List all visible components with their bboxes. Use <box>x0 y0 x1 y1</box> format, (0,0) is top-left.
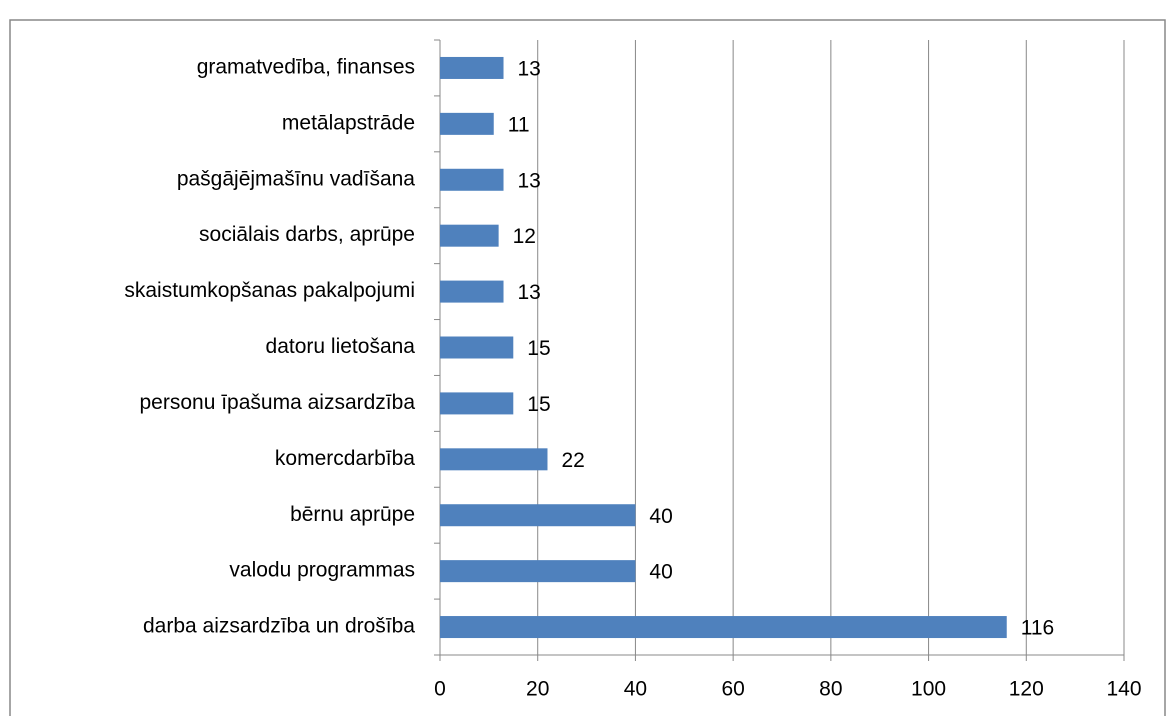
x-tick-label: 0 <box>434 678 446 701</box>
y-tick-label: valodu programmas <box>229 559 415 582</box>
bar <box>440 504 636 527</box>
bar <box>440 224 499 247</box>
y-tick-label: datoru lietošana <box>266 335 416 358</box>
data-label: 22 <box>561 449 584 472</box>
y-tick-label: personu īpašuma aizsardzība <box>140 391 416 414</box>
x-tick-label: 100 <box>911 678 946 701</box>
y-tick-label: pašgājējmašīnu vadīšana <box>177 167 415 190</box>
x-tick-label: 80 <box>819 678 842 701</box>
x-tick-label: 20 <box>526 678 549 701</box>
bar <box>440 112 494 135</box>
data-label: 40 <box>649 561 672 584</box>
data-label: 15 <box>527 337 550 360</box>
bar <box>440 336 514 359</box>
data-label: 12 <box>513 225 536 248</box>
y-tick-label: gramatvedība, finanses <box>197 56 415 79</box>
bar <box>440 616 1007 639</box>
x-tick-label: 40 <box>624 678 647 701</box>
data-label: 13 <box>518 281 541 304</box>
x-tick-label: 120 <box>1009 678 1044 701</box>
y-tick-label: metālapstrāde <box>282 111 415 134</box>
data-label: 11 <box>508 113 530 136</box>
x-tick-label: 140 <box>1106 678 1141 701</box>
y-tick-label: bērnu aprūpe <box>290 503 415 526</box>
bar <box>440 392 514 415</box>
data-label: 40 <box>649 505 672 528</box>
data-label: 15 <box>527 393 550 416</box>
chart-frame <box>9 19 1166 716</box>
data-label: 116 <box>1021 617 1054 640</box>
data-label: 13 <box>518 169 541 192</box>
y-tick-label: skaistumkopšanas pakalpojumi <box>124 279 415 302</box>
y-tick-label: komercdarbība <box>275 447 415 470</box>
data-label: 13 <box>518 58 541 81</box>
y-tick-label: darba aizsardzība un drošība <box>143 615 415 638</box>
bar <box>440 56 504 79</box>
bar <box>440 448 548 471</box>
bar <box>440 168 504 191</box>
x-tick-label: 60 <box>721 678 744 701</box>
bar <box>440 560 636 583</box>
bar <box>440 280 504 303</box>
y-tick-label: sociālais darbs, aprūpe <box>199 223 415 246</box>
